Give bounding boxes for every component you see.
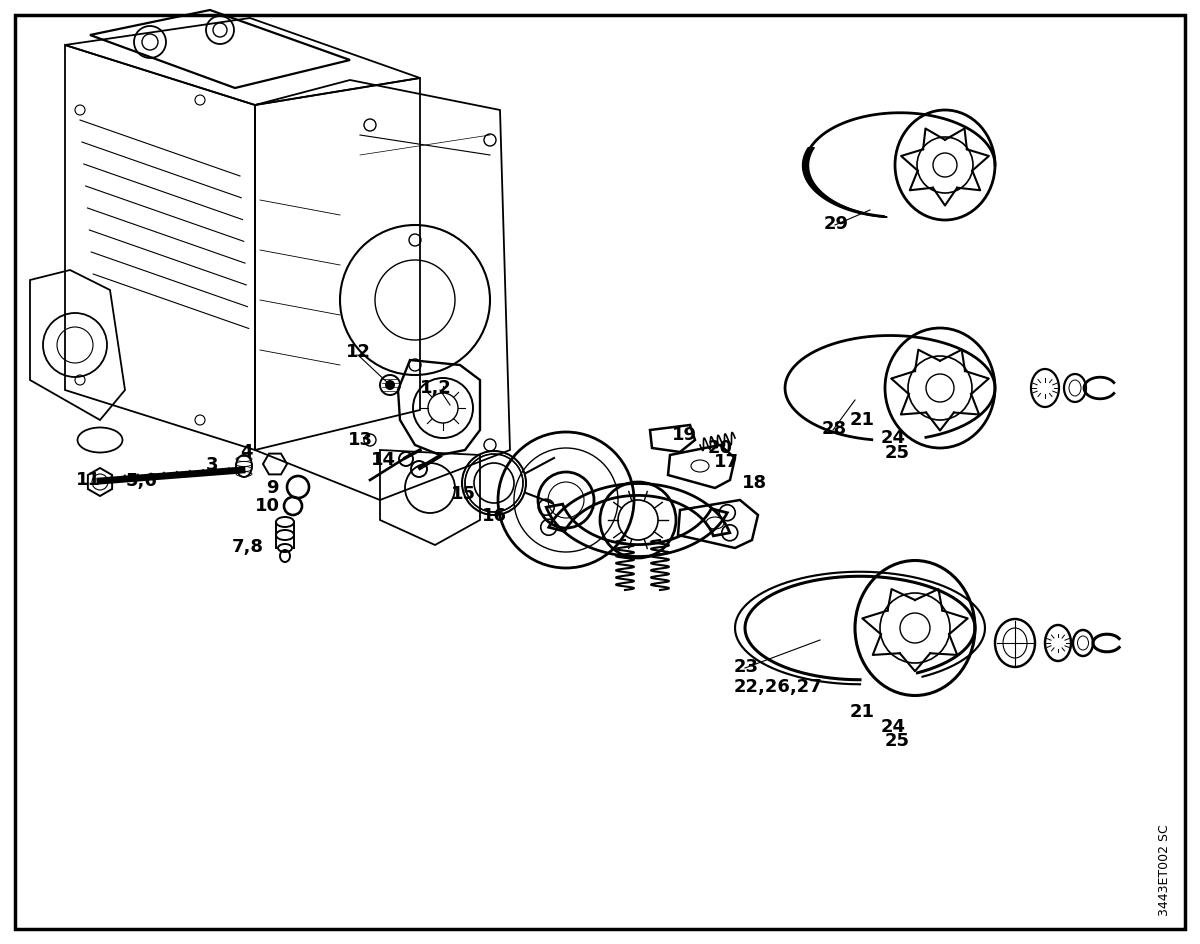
Text: 3443ET002 SC: 3443ET002 SC bbox=[1158, 824, 1171, 916]
Text: 24: 24 bbox=[881, 718, 906, 736]
Text: 21: 21 bbox=[850, 703, 875, 721]
Text: 10: 10 bbox=[254, 497, 280, 515]
Text: 15: 15 bbox=[450, 485, 475, 503]
Text: 29: 29 bbox=[823, 215, 848, 233]
Ellipse shape bbox=[854, 561, 974, 696]
Text: 18: 18 bbox=[742, 474, 767, 492]
Text: 1,2: 1,2 bbox=[420, 379, 452, 397]
Text: 11: 11 bbox=[76, 471, 101, 489]
Text: 14: 14 bbox=[371, 451, 396, 469]
Text: 13: 13 bbox=[348, 431, 372, 449]
Circle shape bbox=[385, 380, 395, 390]
Text: 20: 20 bbox=[708, 439, 732, 457]
Text: 4: 4 bbox=[240, 443, 252, 461]
Ellipse shape bbox=[895, 110, 995, 220]
Text: 25: 25 bbox=[884, 444, 910, 462]
Text: 21: 21 bbox=[850, 411, 875, 429]
Text: 3: 3 bbox=[205, 456, 218, 474]
Text: 19: 19 bbox=[672, 426, 696, 444]
Ellipse shape bbox=[886, 328, 995, 448]
Text: 24: 24 bbox=[881, 429, 906, 447]
Text: 28: 28 bbox=[822, 420, 846, 438]
Text: 16: 16 bbox=[481, 507, 506, 525]
Text: 7,8: 7,8 bbox=[232, 538, 264, 556]
Text: 17: 17 bbox=[714, 453, 738, 471]
Text: 23: 23 bbox=[733, 658, 758, 676]
Text: 22,26,27: 22,26,27 bbox=[733, 678, 822, 696]
Text: 12: 12 bbox=[346, 343, 371, 361]
Text: 5,6: 5,6 bbox=[126, 472, 158, 490]
Text: 25: 25 bbox=[884, 732, 910, 750]
Text: 9: 9 bbox=[265, 479, 278, 497]
